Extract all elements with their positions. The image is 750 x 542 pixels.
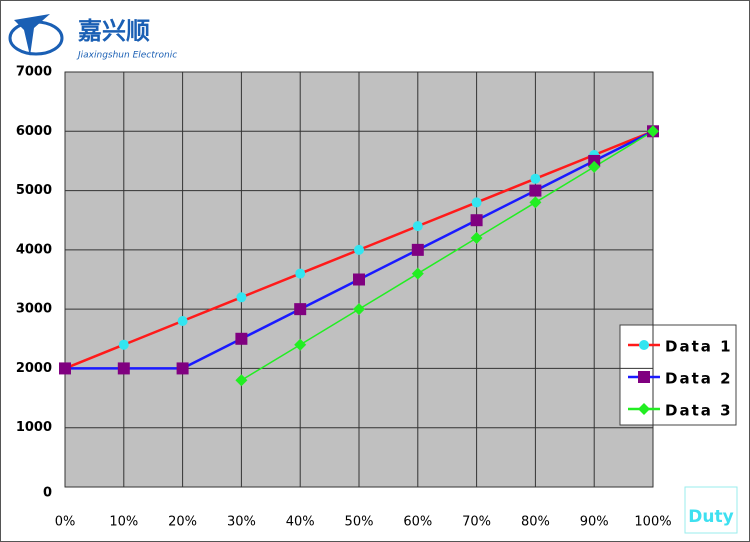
series-line	[241, 130, 654, 381]
x-label-box	[684, 486, 738, 534]
marker	[294, 303, 307, 316]
marker	[353, 273, 365, 286]
marker	[470, 232, 483, 244]
marker	[235, 332, 248, 345]
marker	[471, 197, 482, 208]
x-tick-label: 50%	[345, 515, 374, 530]
marker	[411, 243, 424, 256]
y-tick-label: 3000	[16, 302, 52, 317]
x-tick-label: 100%	[634, 515, 671, 530]
x-tick-label: 0%	[55, 515, 76, 530]
legend-label: Data 3	[665, 402, 733, 420]
legend-label: Data 2	[665, 370, 733, 388]
marker	[411, 267, 424, 280]
marker	[354, 244, 364, 255]
marker	[294, 338, 307, 351]
x-axis-label: Duty	[688, 507, 733, 527]
x-tick-label: 70%	[462, 515, 491, 530]
x-tick-label: 30%	[227, 515, 256, 530]
y-tick-label: 7000	[16, 65, 52, 80]
marker	[529, 184, 542, 197]
x-tick-label: 80%	[521, 515, 550, 530]
logo-mark	[14, 14, 50, 56]
x-tick-label: 60%	[403, 515, 432, 530]
marker	[638, 403, 650, 415]
y-tick-label: 2000	[16, 361, 52, 376]
marker	[529, 196, 542, 209]
marker	[117, 362, 130, 375]
marker	[295, 268, 306, 279]
marker	[236, 292, 247, 303]
y-tick-label: 4000	[16, 242, 52, 257]
marker	[530, 173, 541, 184]
marker	[177, 316, 188, 326]
marker	[353, 303, 365, 316]
y-tick-label: 5000	[16, 183, 52, 198]
marker	[638, 371, 650, 383]
x-tick-label: 10%	[109, 515, 138, 530]
legend-label: Data 1	[665, 338, 733, 356]
marker	[412, 221, 423, 232]
marker	[59, 362, 71, 375]
logo-subtitle: Jiaxingshun Electronic	[76, 51, 177, 61]
marker	[118, 339, 129, 350]
y-tick-label: 6000	[16, 124, 52, 139]
marker	[647, 125, 659, 138]
x-tick-label: 90%	[580, 515, 609, 530]
x-tick-label: 20%	[168, 515, 197, 530]
logo-name: 嘉兴顺	[78, 17, 150, 45]
marker	[588, 160, 601, 173]
marker	[235, 374, 248, 387]
x-tick-label: 40%	[286, 515, 315, 530]
y-tick-label: 0	[43, 486, 52, 501]
y-tick-label: 1000	[16, 420, 52, 435]
logo: 嘉兴顺 Jiaxingshun Electronic	[8, 14, 177, 61]
marker	[176, 362, 189, 375]
marker	[639, 340, 649, 350]
marker	[470, 214, 483, 227]
